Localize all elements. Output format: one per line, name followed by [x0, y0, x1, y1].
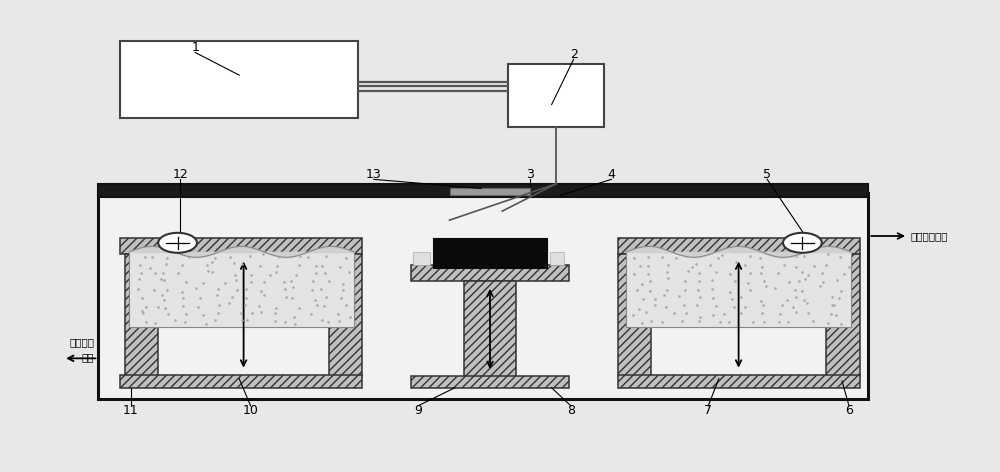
Bar	[508, 64, 604, 127]
Text: 保护气体: 保护气体	[69, 337, 94, 347]
Bar	[618, 238, 860, 254]
Text: 11: 11	[123, 404, 139, 417]
Bar	[120, 41, 358, 118]
Bar	[329, 254, 362, 377]
Bar	[98, 184, 868, 197]
Bar	[120, 238, 362, 254]
Text: 12: 12	[172, 169, 188, 181]
Bar	[618, 254, 651, 377]
Bar	[826, 254, 860, 377]
Bar	[550, 252, 564, 265]
Bar	[413, 252, 430, 265]
Bar	[626, 252, 851, 327]
Bar	[411, 265, 569, 281]
Bar	[433, 238, 547, 268]
Bar	[125, 254, 158, 377]
Text: 8: 8	[567, 404, 575, 417]
Text: 7: 7	[704, 404, 712, 417]
Text: 10: 10	[243, 404, 259, 417]
Bar	[618, 375, 860, 388]
Text: 5: 5	[763, 169, 771, 181]
Text: 3: 3	[526, 169, 534, 181]
Bar	[120, 375, 362, 388]
Bar	[98, 193, 868, 399]
Bar	[450, 188, 530, 195]
Text: 2: 2	[570, 48, 578, 61]
Text: 保护气体入口: 保护气体入口	[911, 231, 948, 241]
Text: 1: 1	[191, 42, 199, 54]
Text: 9: 9	[414, 404, 422, 417]
Text: 13: 13	[366, 169, 382, 181]
Text: 6: 6	[845, 404, 853, 417]
Text: 出口: 出口	[82, 353, 94, 362]
Circle shape	[783, 233, 822, 253]
Text: 4: 4	[608, 169, 615, 181]
Bar	[411, 377, 569, 388]
Circle shape	[158, 233, 197, 253]
Bar	[129, 252, 354, 327]
Bar	[464, 281, 516, 379]
